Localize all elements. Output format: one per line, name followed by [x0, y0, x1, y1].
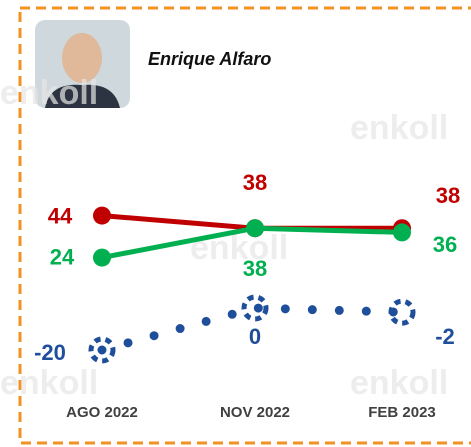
chart-title: Enrique Alfaro [148, 49, 271, 69]
photo [35, 20, 130, 108]
watermark: enkoll [0, 364, 98, 402]
data-label: 0 [249, 324, 261, 349]
data-label: 38 [243, 170, 267, 195]
marker [246, 219, 264, 238]
data-label: -20 [34, 340, 66, 365]
x-tick-label: AGO 2022 [66, 404, 138, 421]
marker [241, 294, 269, 322]
marker [88, 336, 116, 364]
watermark: enkoll [0, 74, 98, 112]
data-label: 44 [48, 203, 73, 228]
x-tick-label: NOV 2022 [220, 404, 290, 421]
data-label: 36 [433, 232, 457, 257]
data-label: 38 [436, 183, 460, 208]
data-label: 24 [50, 244, 75, 269]
data-label: 38 [243, 256, 267, 281]
data-label: -2 [435, 324, 455, 349]
watermark: enkoll [190, 229, 288, 267]
frame [18, 6, 471, 445]
marker [393, 223, 411, 242]
watermark: enkoll [350, 109, 448, 147]
x-tick-label: FEB 2023 [368, 404, 436, 421]
watermark: enkoll [350, 364, 448, 402]
marker [388, 298, 416, 326]
series-line [97, 303, 407, 355]
marker [93, 248, 111, 267]
marker [93, 206, 111, 225]
